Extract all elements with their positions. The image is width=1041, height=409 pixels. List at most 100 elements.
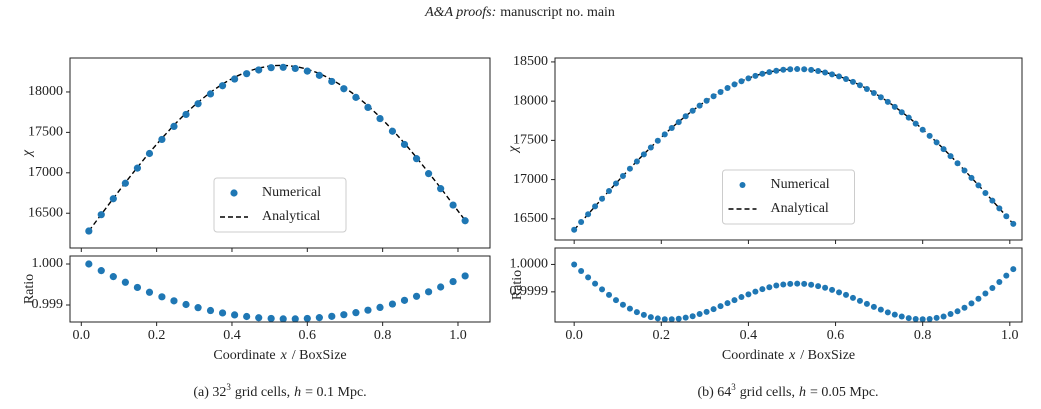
data-point: [121, 278, 129, 286]
data-point: [849, 294, 856, 301]
data-point: [836, 289, 843, 296]
data-point: [954, 160, 961, 167]
data-point: [787, 66, 794, 73]
data-point: [267, 64, 275, 72]
data-point: [303, 314, 311, 323]
data-point: [376, 303, 384, 312]
data-point: [710, 93, 717, 100]
x-tick-label: 0.0: [565, 328, 583, 343]
y-tick-label: 17500: [28, 125, 63, 140]
data-point: [836, 73, 843, 80]
data-point: [243, 70, 251, 78]
data-point: [717, 303, 724, 310]
axes-frame: [554, 247, 1023, 323]
data-point: [571, 226, 578, 233]
data-point: [647, 144, 654, 151]
data-point: [752, 72, 759, 79]
data-point: [675, 119, 682, 126]
data-point: [703, 308, 710, 315]
data-point: [206, 306, 215, 315]
data-point: [145, 149, 154, 158]
data-point: [884, 98, 891, 105]
data-point: [829, 71, 836, 78]
data-point: [738, 294, 745, 301]
data-point: [606, 188, 613, 195]
data-point: [291, 64, 299, 73]
legend-marker: [739, 182, 746, 188]
axes-frame: [69, 255, 491, 323]
data-point: [877, 94, 884, 101]
data-point: [243, 312, 251, 321]
data-point: [849, 78, 856, 85]
data-point: [661, 131, 668, 138]
y-tick-label: 17000: [28, 165, 63, 180]
data-point: [724, 300, 731, 307]
data-point: [279, 63, 287, 71]
y-axis-label: χ: [20, 149, 35, 158]
caption-label: (a) 32: [193, 385, 226, 400]
data-point: [933, 314, 940, 321]
y-axis-label: Ratio: [22, 274, 37, 304]
data-point: [940, 146, 947, 153]
x-tick-label: 0.6: [299, 328, 317, 343]
data-point: [328, 312, 336, 320]
caption-rest: = 0.05 Mpc.: [810, 385, 879, 400]
data-point: [633, 309, 640, 316]
data-point: [926, 132, 933, 139]
y-axis-label: Ratio: [510, 270, 525, 300]
data-point: [780, 66, 787, 73]
x-tick-label: 1.0: [449, 328, 467, 343]
x-label-variable: x: [788, 348, 796, 363]
data-point: [121, 179, 129, 187]
data-point: [340, 85, 348, 93]
data-point: [773, 67, 780, 74]
data-point: [640, 151, 647, 158]
data-point: [682, 314, 689, 321]
data-point: [585, 211, 592, 218]
data-point: [940, 313, 947, 320]
x-tick-label: 1.0: [1001, 328, 1019, 343]
x-label-unit: / BoxSize: [292, 348, 347, 363]
caption-label: (b) 64: [697, 385, 731, 400]
data-point: [109, 195, 117, 203]
data-point: [218, 309, 227, 317]
data-point: [194, 304, 202, 312]
data-point: [780, 281, 787, 288]
data-point: [843, 291, 850, 298]
data-point: [303, 67, 311, 75]
data-point: [145, 288, 154, 296]
data-point: [437, 185, 445, 193]
caption-text: grid cells,: [740, 385, 795, 400]
caption-exponent: 3: [731, 382, 736, 392]
page-header: A&A proofs: manuscript no. main: [424, 5, 615, 20]
data-point: [170, 122, 178, 130]
data-point: [388, 300, 397, 308]
data-point: [654, 315, 661, 322]
data-point: [856, 297, 863, 304]
data-point: [675, 315, 682, 322]
data-point: [400, 296, 409, 304]
data-point: [898, 313, 905, 320]
data-point: [668, 316, 675, 323]
data-point: [231, 311, 239, 319]
data-point: [947, 153, 954, 160]
data-point: [461, 217, 469, 225]
data-point: [340, 311, 348, 319]
data-point: [461, 272, 469, 280]
caption-rest: = 0.1 Mpc.: [305, 385, 367, 400]
y-tick-label: 18000: [28, 84, 63, 99]
data-point: [982, 290, 989, 297]
data-point: [133, 283, 142, 292]
data-point: [661, 316, 668, 323]
data-point: [640, 311, 647, 318]
data-point: [898, 109, 905, 116]
data-point: [689, 107, 696, 114]
y-tick-label: 1.000: [32, 256, 64, 271]
data-point: [745, 291, 752, 298]
legend-label: Analytical: [262, 209, 320, 224]
y-tick-label: 18500: [513, 54, 548, 69]
data-point: [85, 260, 93, 268]
data-point: [255, 66, 263, 74]
data-point: [182, 300, 190, 309]
